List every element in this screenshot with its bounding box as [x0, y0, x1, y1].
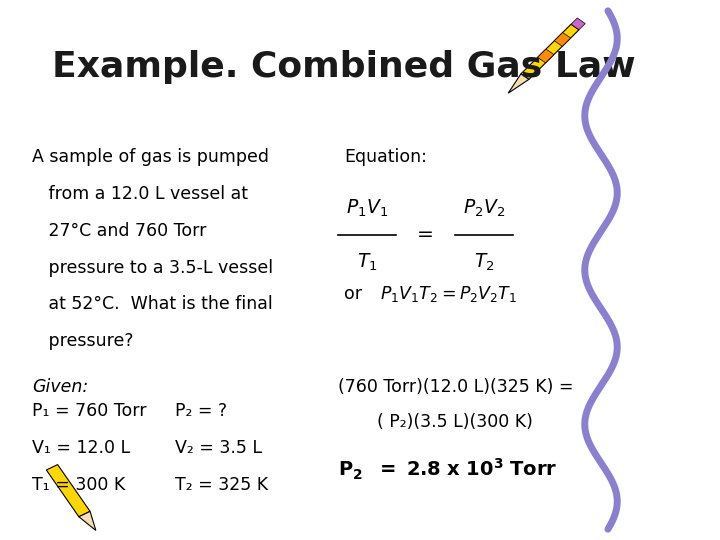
Text: pressure?: pressure?	[32, 332, 134, 350]
Text: $P_1V_1T_2 = P_2V_2T_1$: $P_1V_1T_2 = P_2V_2T_1$	[380, 284, 517, 305]
Text: Equation:: Equation:	[344, 148, 427, 166]
Text: T₁ = 300 K: T₁ = 300 K	[32, 476, 126, 494]
Bar	[554, 32, 571, 46]
Text: $P_1V_1$: $P_1V_1$	[346, 197, 388, 219]
Polygon shape	[78, 511, 96, 530]
Text: V₂ = 3.5 L: V₂ = 3.5 L	[176, 439, 262, 457]
Text: A sample of gas is pumped: A sample of gas is pumped	[32, 148, 269, 166]
Text: 27°C and 760 Torr: 27°C and 760 Torr	[32, 222, 207, 240]
Text: $T_1$: $T_1$	[357, 251, 377, 273]
Text: Given:: Given:	[32, 378, 89, 396]
Text: $P_2V_2$: $P_2V_2$	[463, 197, 505, 219]
Text: P₁ = 760 Torr: P₁ = 760 Torr	[32, 402, 147, 420]
Bar	[46, 464, 90, 517]
Text: (760 Torr)(12.0 L)(325 K) =: (760 Torr)(12.0 L)(325 K) =	[338, 378, 573, 396]
Bar	[571, 18, 585, 30]
Text: $\mathbf{P_2}$  $\mathbf{= \ 2.8 \ x \ 10^3 \ Torr}$: $\mathbf{P_2}$ $\mathbf{= \ 2.8 \ x \ 10…	[338, 456, 557, 482]
Text: from a 12.0 L vessel at: from a 12.0 L vessel at	[32, 185, 248, 203]
Bar	[521, 24, 579, 79]
Text: =: =	[417, 225, 434, 245]
Polygon shape	[508, 74, 529, 93]
Bar	[538, 49, 554, 63]
Text: pressure to a 3.5-L vessel: pressure to a 3.5-L vessel	[32, 259, 274, 276]
Text: ( P₂)(3.5 L)(300 K): ( P₂)(3.5 L)(300 K)	[377, 413, 533, 431]
Text: $T_2$: $T_2$	[474, 251, 495, 273]
Text: V₁ = 12.0 L: V₁ = 12.0 L	[32, 439, 130, 457]
Text: Example. Combined Gas Law: Example. Combined Gas Law	[52, 51, 636, 84]
Text: P₂ = ?: P₂ = ?	[176, 402, 228, 420]
Text: at 52°C.  What is the final: at 52°C. What is the final	[32, 295, 273, 313]
Text: T₂ = 325 K: T₂ = 325 K	[176, 476, 269, 494]
Text: or: or	[344, 285, 362, 303]
